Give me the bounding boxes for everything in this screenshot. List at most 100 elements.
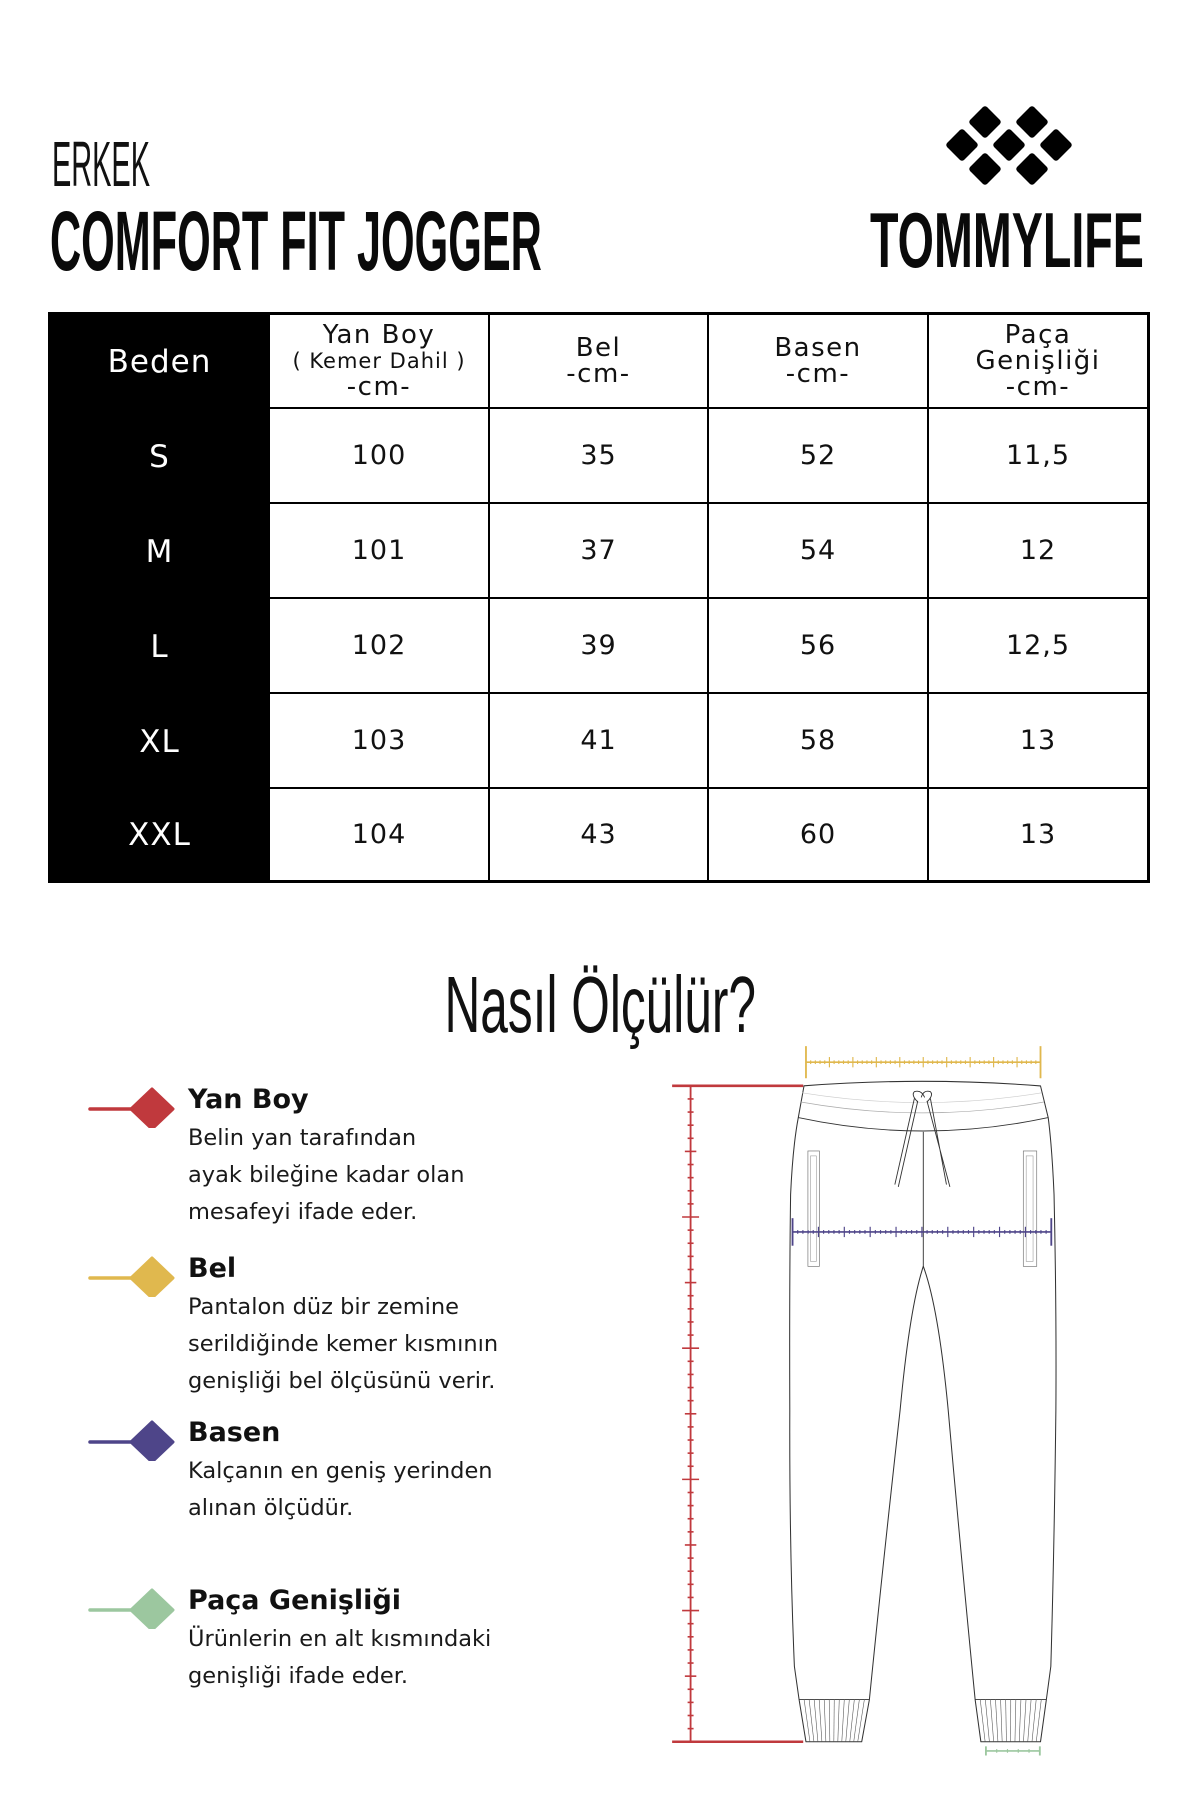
purple-diamond-marker-icon	[88, 1420, 175, 1461]
table-cell: 100	[270, 409, 490, 504]
cuff-rib	[1031, 1699, 1037, 1743]
column-header-paca-genisligi: Paça Genişliği -cm-	[929, 315, 1147, 409]
cuff-rib	[989, 1699, 994, 1743]
description-line: Pantalon düz bir zemine	[188, 1294, 460, 1320]
column-header-yan-boy: Yan Boy ( Kemer Dahil ) -cm-	[270, 315, 490, 409]
how-to-measure-title-text: Nasıl Ölçülür?	[444, 960, 756, 1049]
column-header-line: Basen	[774, 333, 862, 363]
pants-outline	[788, 1081, 1057, 1743]
table-cell: 101	[270, 504, 490, 599]
cuff-rib	[1014, 1699, 1016, 1743]
zip-pocket	[807, 1150, 820, 1267]
legend-description: Belin yan tarafından ayak bileğine kadar…	[188, 1120, 464, 1231]
logo-diamond	[1016, 106, 1048, 138]
table-cell: 13	[1019, 819, 1057, 850]
cuff-rib	[853, 1699, 860, 1743]
table-cell: 13	[929, 694, 1147, 789]
waistband-seam	[797, 1117, 1049, 1132]
size-label: L	[51, 599, 270, 694]
description-line: mesafeyi ifade eder.	[188, 1199, 418, 1225]
logo-diamond	[993, 129, 1025, 161]
product-category: ERKEK	[52, 128, 269, 200]
legend-description: Ürünlerin en alt kısmındaki genişliği if…	[188, 1621, 491, 1695]
table-cell: 104	[270, 789, 490, 880]
column-header-line: -cm-	[566, 359, 631, 389]
cuff-rib	[1005, 1699, 1007, 1743]
cuff-rib	[837, 1699, 840, 1743]
zip-pocket	[1025, 1155, 1034, 1263]
green-diamond-marker-icon	[88, 1588, 175, 1629]
cuff-rib	[823, 1699, 826, 1743]
column-header-line: Genişliği	[975, 346, 1101, 376]
table-cell: 41	[490, 694, 709, 789]
cuff-rib	[828, 1699, 830, 1743]
table-cell: 35	[490, 409, 709, 504]
column-header-basen: Basen -cm-	[709, 315, 929, 409]
cuff-ribbing	[803, 1699, 1042, 1743]
column-header-line: -cm-	[346, 372, 412, 402]
logo-diamond	[946, 129, 978, 161]
table-cell: 43	[490, 789, 709, 880]
size-label: M	[51, 504, 270, 599]
cuff-rib	[1035, 1699, 1042, 1743]
red-diamond-marker-icon	[88, 1087, 175, 1128]
description-line: Ürünlerin en alt kısmındaki	[188, 1626, 492, 1652]
cuff-rib	[818, 1699, 822, 1743]
zip-pocket	[810, 1155, 817, 1263]
cuff-rib	[1000, 1699, 1003, 1743]
cuff-rib	[849, 1699, 855, 1743]
cuff-rib	[845, 1699, 850, 1743]
column-header-line: ( Kemer Dahil )	[292, 349, 466, 373]
yellow-diamond-marker-icon	[88, 1256, 175, 1297]
description-line: genişliği ifade eder.	[188, 1663, 409, 1689]
column-header-bel: Bel -cm-	[490, 315, 709, 409]
logo-diamond	[1040, 129, 1072, 161]
table-cell: 60	[709, 789, 929, 880]
description-line: serildiğinde kemer kısmının	[188, 1331, 499, 1357]
table-cell: 12,5	[929, 599, 1147, 694]
cuff-rib	[994, 1699, 998, 1743]
legend-title: Bel	[188, 1253, 237, 1284]
column-header-line: Paça	[1004, 320, 1072, 350]
size-label: XL	[51, 694, 270, 789]
size-header-label: Beden	[107, 344, 212, 380]
description-line: Belin yan tarafından	[188, 1125, 417, 1151]
table-cell: 39	[490, 599, 709, 694]
column-header-line: Yan Boy	[322, 320, 436, 350]
table-cell: 12	[929, 504, 1147, 599]
zip-pocket	[1022, 1150, 1037, 1267]
brand-name-text: TOMMYLIFE	[870, 196, 1144, 284]
how-to-measure-title: Nasıl Ölçülür?	[0, 962, 1200, 1048]
diamond-grid-logo-icon	[946, 106, 1072, 185]
cuff-rib	[857, 1699, 865, 1743]
product-title: COMFORT FIT JOGGER	[50, 196, 1007, 286]
logo-diamond	[1016, 153, 1048, 185]
column-header-line: Bel	[575, 333, 622, 363]
table-cell: 102	[270, 599, 490, 694]
legend-description: Pantalon düz bir zemine serildiğinde kem…	[188, 1289, 498, 1400]
table-cell: 52	[709, 409, 929, 504]
jogger-pants-measurement-diagram-icon	[671, 1046, 1057, 1756]
legend-description: Kalçanın en geniş yerinden alınan ölçüdü…	[188, 1453, 493, 1527]
cuff-rib	[984, 1699, 990, 1743]
cuff-rib	[979, 1699, 986, 1743]
waistband-stitch	[800, 1101, 1044, 1114]
cuff-rib	[1018, 1699, 1022, 1743]
logo-diamond	[969, 106, 1001, 138]
table-cell: 103	[270, 694, 490, 789]
product-title-text: COMFORT FIT JOGGER	[50, 194, 542, 288]
table-cell: 56	[709, 599, 929, 694]
legend-title: Paça Genişliği	[188, 1585, 402, 1616]
drawstring	[920, 1091, 951, 1188]
column-header-line: -cm-	[785, 359, 851, 389]
table-cell: 37	[490, 504, 709, 599]
size-label: S	[51, 409, 270, 504]
cuff-rib	[803, 1699, 811, 1743]
size-table: Beden Yan Boy ( Kemer Dahil ) -cm- Bel -…	[48, 312, 1150, 883]
cuff-rib	[841, 1699, 845, 1743]
measurement-rulers	[671, 1046, 1053, 1756]
logo-diamond	[969, 153, 1001, 185]
legend-title: Basen	[188, 1417, 281, 1448]
brand-name: TOMMYLIFE	[870, 197, 1200, 283]
legend-title: Yan Boy	[188, 1084, 309, 1115]
